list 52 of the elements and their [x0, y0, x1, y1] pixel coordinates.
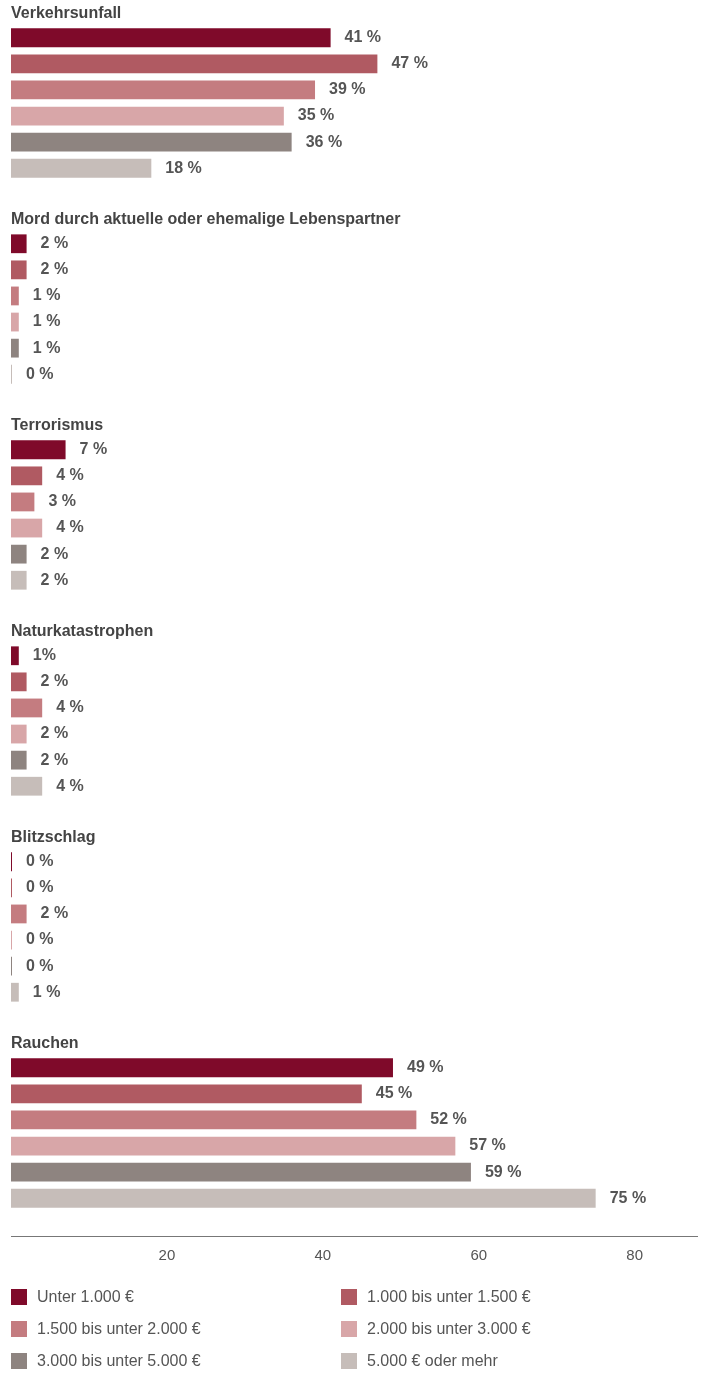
data-label: 0 % — [26, 878, 54, 896]
data-label: 2 % — [40, 544, 69, 562]
data-label: 35 % — [297, 106, 335, 124]
legend-label: 2.000 bis unter 3.000 € — [367, 1320, 531, 1338]
x-tick-label: 80 — [626, 1246, 643, 1264]
y-tick-label: Blitzschlag — [11, 828, 96, 846]
data-label: 0 % — [26, 852, 54, 870]
data-label: 7 % — [79, 440, 108, 458]
y-tick-label: Rauchen — [11, 1034, 79, 1052]
data-label: 0 % — [26, 956, 54, 974]
data-label: 2 % — [40, 904, 69, 922]
data-label: 3 % — [48, 492, 76, 510]
data-label: 4 % — [56, 518, 84, 536]
data-label: 4 % — [56, 466, 84, 484]
data-label: 57 % — [469, 1136, 506, 1154]
data-label: 1 % — [32, 312, 61, 330]
data-label: 59 % — [484, 1162, 522, 1180]
data-label: 2 % — [40, 672, 69, 690]
y-tick-label: Terrorismus — [11, 416, 104, 434]
data-label: 4 % — [56, 776, 84, 794]
data-label: 1 % — [32, 982, 61, 1000]
y-tick-label: Mord durch aktuelle oder ehemalige Lebenspartner — [11, 210, 401, 228]
x-tick-label: 20 — [158, 1246, 176, 1264]
data-label: 2 % — [40, 260, 69, 278]
data-label: 2 % — [40, 570, 69, 588]
data-label: 0 % — [26, 364, 54, 382]
data-label: 2 % — [40, 234, 69, 252]
data-label: 1 % — [32, 286, 61, 304]
data-label: 39 % — [329, 80, 366, 98]
legend-label: 1.500 bis unter 2.000 € — [37, 1320, 201, 1338]
y-tick-label: Verkehrsunfall — [11, 4, 122, 22]
data-label: 18 % — [165, 158, 202, 176]
data-label: 47 % — [391, 54, 428, 72]
data-label: 1 % — [32, 338, 61, 356]
data-label: 36 % — [305, 132, 343, 150]
legend-label: 5.000 € oder mehr — [367, 1352, 498, 1370]
data-label: 2 % — [40, 724, 69, 742]
data-label: 0 % — [26, 930, 54, 948]
x-tick-label: 40 — [314, 1246, 332, 1264]
x-tick-label: 60 — [470, 1246, 488, 1264]
data-label: 4 % — [56, 698, 84, 716]
legend-label: Unter 1.000 € — [37, 1288, 134, 1306]
data-label: 41 % — [344, 28, 382, 46]
data-label: 1% — [32, 646, 56, 664]
legend-label: 1.000 bis unter 1.500 € — [367, 1288, 531, 1306]
data-label: 75 % — [609, 1188, 647, 1206]
data-label: 49 % — [406, 1058, 444, 1076]
data-label: 52 % — [430, 1110, 467, 1128]
data-label: 2 % — [40, 750, 69, 768]
legend-label: 3.000 bis unter 5.000 € — [37, 1352, 201, 1370]
y-tick-label: Naturkatastrophen — [11, 622, 154, 640]
data-label: 45 % — [375, 1084, 413, 1102]
